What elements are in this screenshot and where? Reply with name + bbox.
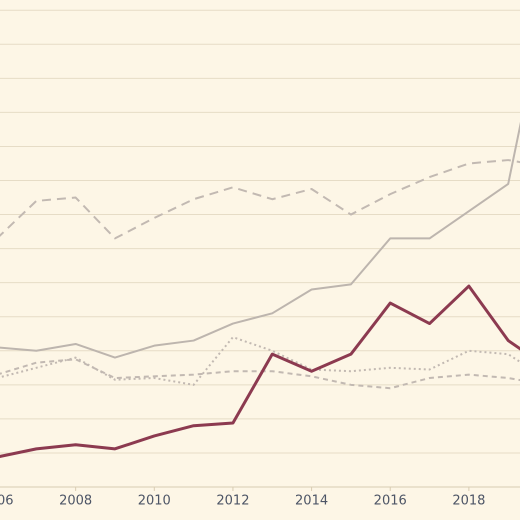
line-series (0, 121, 520, 359)
line-series (0, 284, 520, 458)
x-tick-label: 2010 (138, 494, 171, 509)
x-tick-label: 2012 (216, 494, 249, 509)
line-series (0, 358, 520, 390)
x-tick-label: 2008 (59, 494, 92, 509)
x-tick-label: 2006 (0, 494, 14, 509)
x-tick-label: 2016 (374, 494, 407, 509)
x-tick-label: 2018 (452, 494, 485, 509)
line-series (0, 159, 520, 240)
x-tick-label: 2014 (295, 494, 328, 509)
